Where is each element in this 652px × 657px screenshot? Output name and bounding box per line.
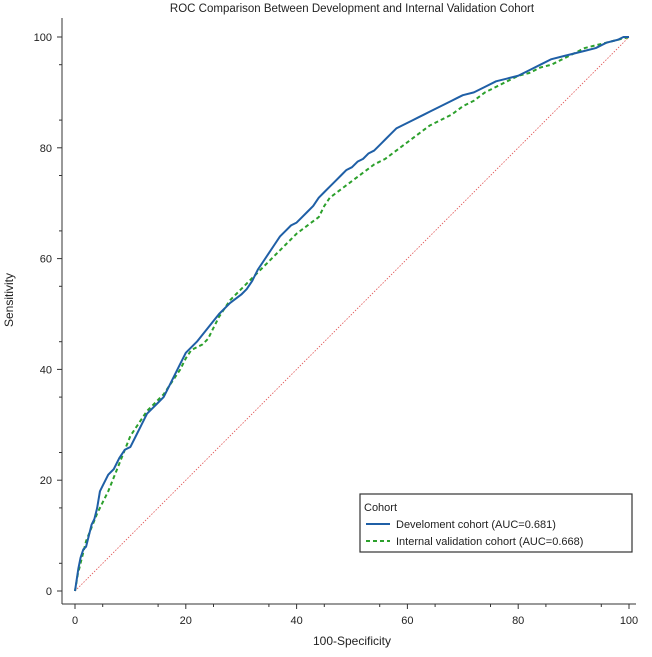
x-tick-label: 60 <box>401 615 413 627</box>
x-tick-label: 80 <box>512 615 524 627</box>
axis-ticks: 0 20 40 60 80 100 0 20 40 60 80 100 <box>34 32 639 627</box>
y-tick-label: 20 <box>40 475 52 487</box>
legend-box <box>359 493 633 553</box>
y-tick-label: 80 <box>40 143 52 155</box>
y-axis-title: Sensitivity <box>2 273 16 327</box>
y-tick-label: 100 <box>34 32 52 44</box>
series-line-validation <box>74 36 630 592</box>
y-tick-label: 0 <box>46 586 52 598</box>
legend-label-development: Develoment cohort (AUC=0.681) <box>396 519 556 531</box>
legend-label-validation: Internal validation cohort (AUC=0.668) <box>396 536 583 548</box>
chart-title: ROC Comparison Between Development and I… <box>170 3 535 15</box>
x-tick-label: 100 <box>620 615 638 627</box>
legend-title: Cohort <box>364 502 397 514</box>
x-tick-label: 40 <box>290 615 302 627</box>
plot-area <box>74 36 630 592</box>
series-line-development <box>74 36 629 592</box>
x-tick-label: 0 <box>72 615 78 627</box>
legend: Cohort Develoment cohort (AUC=0.681) Int… <box>359 493 633 553</box>
x-tick-label: 20 <box>180 615 192 627</box>
y-tick-label: 40 <box>40 364 52 376</box>
x-axis-title: 100-Specificity <box>313 634 391 648</box>
y-tick-label: 60 <box>40 254 52 266</box>
